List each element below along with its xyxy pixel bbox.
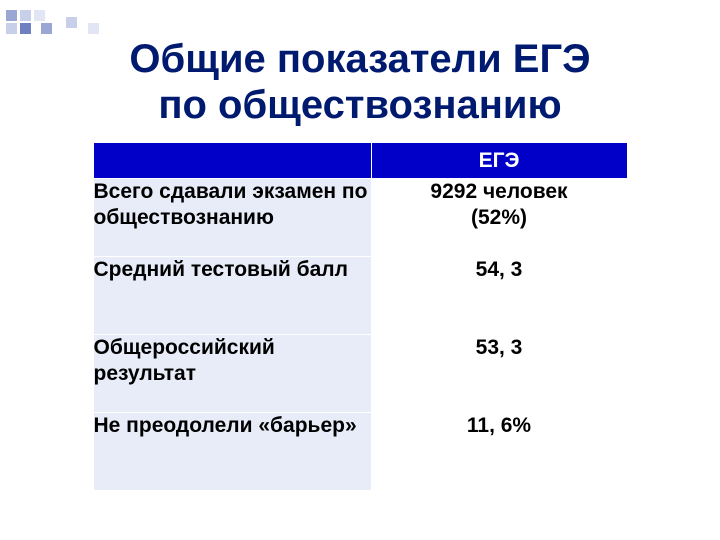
- decor-square: [6, 23, 17, 34]
- metric-label: Не преодолели «барьер»: [93, 413, 371, 491]
- table-header-blank: [93, 143, 371, 179]
- table-row: Общероссийский результат 53, 3: [93, 335, 627, 413]
- corner-decoration: [0, 8, 140, 32]
- metric-label: Средний тестовый балл: [93, 257, 371, 335]
- metric-value: 9292 человек (52%): [371, 179, 627, 257]
- decor-square: [41, 23, 52, 34]
- decor-square: [66, 17, 77, 28]
- table-row: Не преодолели «барьер» 11, 6%: [93, 413, 627, 491]
- metric-value: 11, 6%: [371, 413, 627, 491]
- decor-square: [20, 23, 31, 34]
- table-row: Средний тестовый балл 54, 3: [93, 257, 627, 335]
- metric-label: Общероссийский результат: [93, 335, 371, 413]
- table-row: Всего сдавали экзамен по обществознанию …: [93, 179, 627, 257]
- metric-value: 53, 3: [371, 335, 627, 413]
- decor-square: [88, 23, 99, 34]
- table-header-row: ЕГЭ: [93, 143, 627, 179]
- decor-square: [6, 10, 17, 21]
- metric-value: 54, 3: [371, 257, 627, 335]
- results-table: ЕГЭ Всего сдавали экзамен по обществозна…: [93, 142, 628, 491]
- decor-square: [20, 10, 31, 21]
- metric-label: Всего сдавали экзамен по обществознанию: [93, 179, 371, 257]
- table-header-value: ЕГЭ: [371, 143, 627, 179]
- decor-square: [34, 10, 45, 21]
